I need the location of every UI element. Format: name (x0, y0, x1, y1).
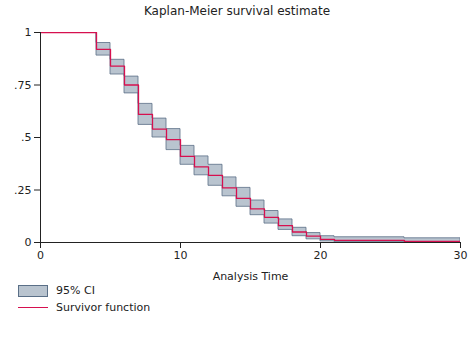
svg-text:30: 30 (454, 249, 468, 262)
svg-text:.5: .5 (21, 131, 32, 144)
svg-text:10: 10 (174, 249, 188, 262)
svg-text:1: 1 (25, 26, 32, 39)
svg-text:.25: .25 (14, 184, 32, 197)
svg-text:Analysis Time: Analysis Time (213, 270, 289, 283)
html-text:Kaplan-Meier survival estimate: Kaplan-Meier survival estimate (144, 4, 330, 18)
svg-text:.75: .75 (14, 79, 32, 92)
html-text:95% CI: 95% CI (56, 284, 95, 297)
html-text:Survivor function: Survivor function (56, 301, 151, 314)
svg-text:20: 20 (314, 249, 328, 262)
svg-text:0: 0 (37, 249, 44, 262)
svg-text:0: 0 (25, 236, 32, 249)
